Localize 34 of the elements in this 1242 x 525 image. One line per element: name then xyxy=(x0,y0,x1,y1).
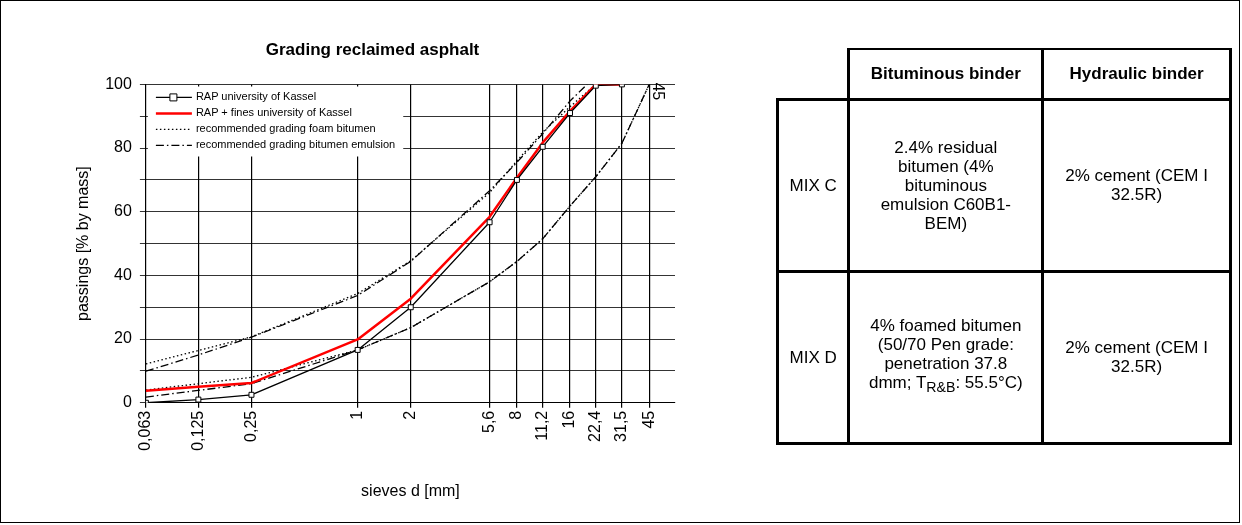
y-tick-label: 100 xyxy=(105,74,132,92)
y-tick-label: 20 xyxy=(114,329,132,347)
x-tick-label: 11,2 xyxy=(533,410,551,441)
text: Bituminous binder xyxy=(848,49,1043,99)
text: 2.4% residual bitumen (4% bituminous emulsion C60B1-BEM) xyxy=(848,99,1043,271)
legend-label: recommended grading bitumen emulsion xyxy=(195,138,396,151)
chart-title: Grading reclaimed asphalt xyxy=(265,39,480,59)
x-tick-label: 16 xyxy=(560,410,578,429)
legend-label: recommended grading foam bitumen xyxy=(195,122,376,135)
x-tick-label: 45 xyxy=(639,410,657,429)
x-tick-label: 0,063 xyxy=(136,410,154,451)
text: MIX D xyxy=(777,271,849,443)
y-tick-label: 0 xyxy=(122,393,132,411)
x-tick-label: 1 xyxy=(348,410,366,420)
text: 4% foamed bitumen (50/70 Pen grade: penetration 37.8 dmm; T$_{R&B}$: 55.5°C) xyxy=(848,271,1043,443)
y-tick-label: 40 xyxy=(114,265,132,283)
text: Hydraulic binder xyxy=(1042,49,1231,99)
x-tick-label: 22,4 xyxy=(586,410,604,442)
legend-label: RAP + fines university of Kassel xyxy=(195,106,352,119)
x-tick-label: 0,125 xyxy=(188,410,206,451)
x-tick-label: 8 xyxy=(507,410,525,420)
x-tick-label: 31,5 xyxy=(612,410,630,442)
x-tick-label: 5,6 xyxy=(480,410,498,434)
y-tick-label: 80 xyxy=(114,138,132,156)
annotation: 45 xyxy=(649,82,667,101)
y-tick-label: 60 xyxy=(114,202,132,220)
x-tick-label: 0,25 xyxy=(241,410,259,442)
text: 2% cement (CEM I 32.5R) xyxy=(1042,99,1231,271)
y-axis-title: passings [% by mass] xyxy=(74,166,92,321)
x-tick-label: 2 xyxy=(401,410,419,420)
text: 2% cement (CEM I 32.5R) xyxy=(1042,271,1231,443)
legend-label: RAP university of Kassel xyxy=(195,90,317,103)
x-axis-title: sieves d [mm] xyxy=(361,481,460,499)
text: MIX C xyxy=(777,99,849,271)
